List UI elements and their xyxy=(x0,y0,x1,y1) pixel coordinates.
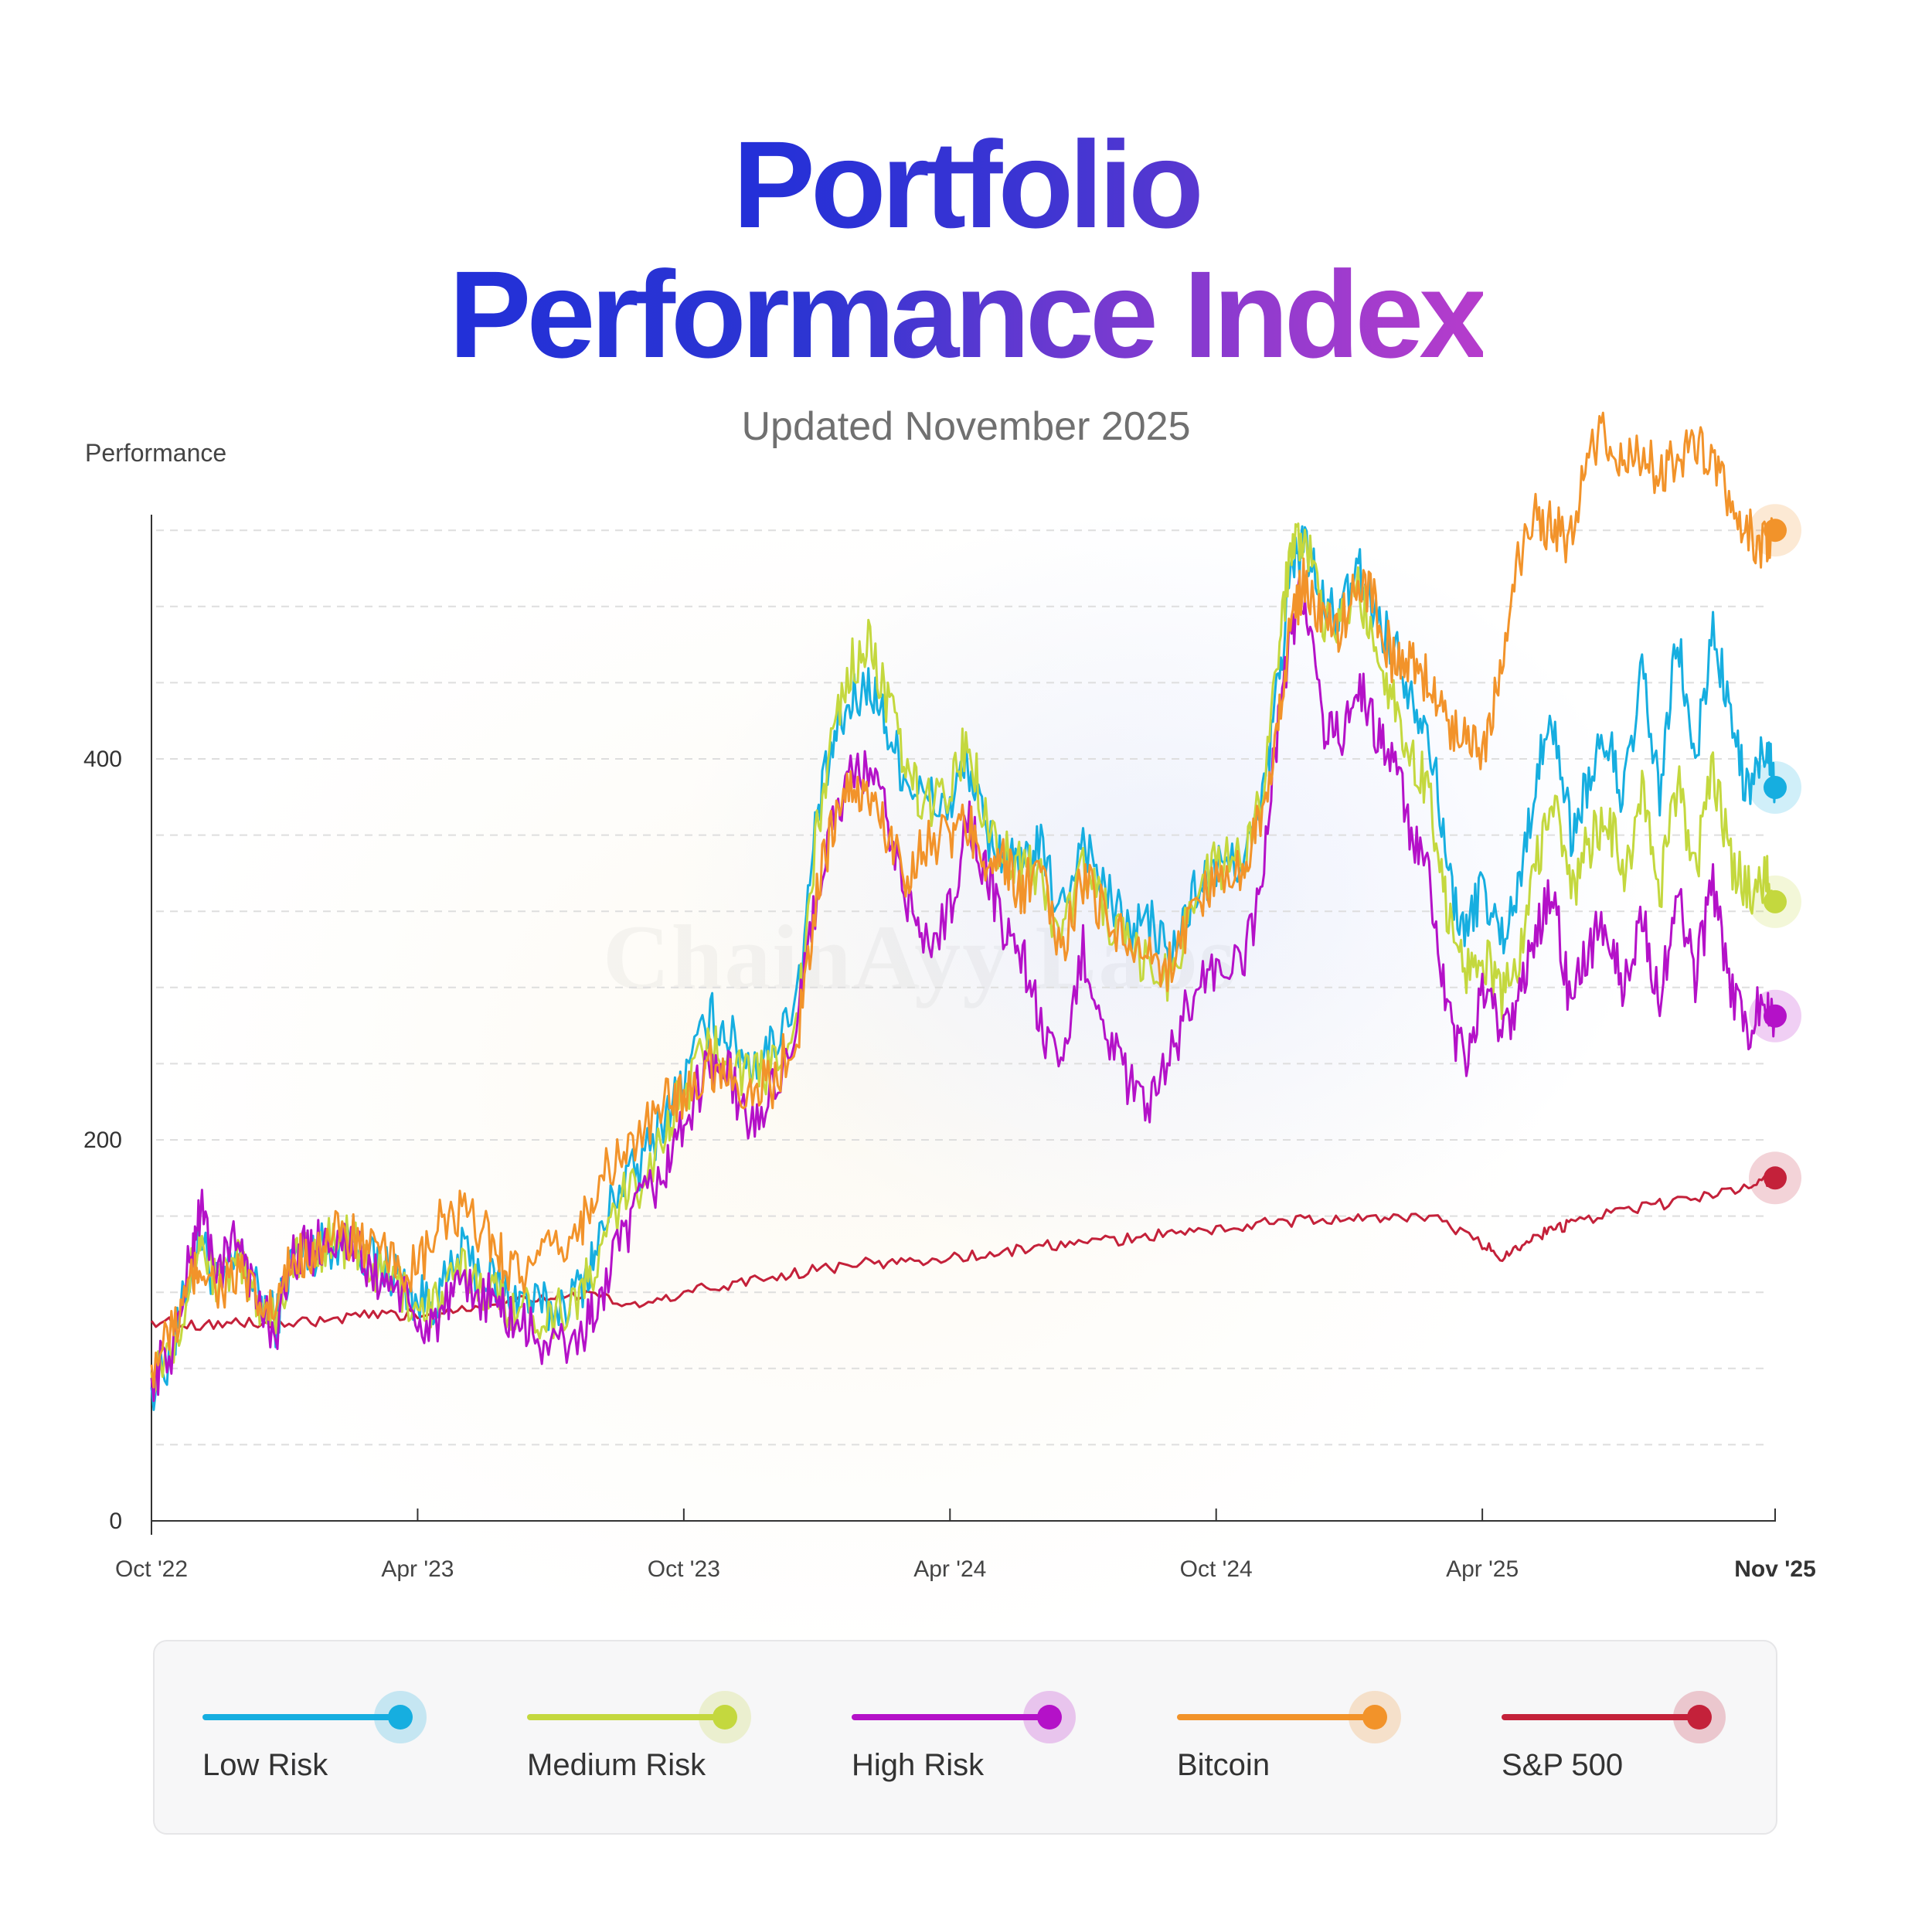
legend-swatch-dot xyxy=(388,1705,413,1730)
endpoint-dot xyxy=(1764,1166,1787,1190)
legend-label: Medium Risk xyxy=(527,1748,706,1782)
title-line-1: Portfolio xyxy=(733,115,1204,253)
endpoint-dot xyxy=(1764,889,1787,913)
x-tick-label: Apr '23 xyxy=(381,1556,454,1582)
legend-swatch-line xyxy=(202,1714,400,1720)
endpoint-dot xyxy=(1764,519,1787,543)
legend-label: High Risk xyxy=(852,1748,985,1782)
subtitle: Updated November 2025 xyxy=(741,404,1191,449)
legend-item-bitcoin[interactable]: Bitcoin xyxy=(1129,1641,1401,1833)
y-tick-label: 400 xyxy=(83,747,122,772)
series-line-high-risk xyxy=(150,574,1777,1403)
x-tick-label: Oct '22 xyxy=(115,1556,188,1582)
endpoint-dot xyxy=(1764,775,1787,799)
series-line-bitcoin xyxy=(150,411,1777,1389)
x-tick-label: Apr '24 xyxy=(913,1556,986,1582)
legend: Low Risk Medium Risk High Risk Bitcoin S… xyxy=(153,1640,1777,1835)
y-axis-label: Performance xyxy=(85,439,227,467)
endpoint-dot xyxy=(1764,1004,1787,1028)
legend-swatch-dot xyxy=(1362,1705,1387,1730)
legend-label: S&P 500 xyxy=(1502,1748,1624,1782)
axes: 0 200 400 Oct '22 Apr '23 Oct '23 Apr '24 Oct '… xyxy=(83,515,1816,1582)
legend-item-medium-risk[interactable]: Medium Risk xyxy=(479,1641,751,1833)
legend-swatch-line xyxy=(1502,1714,1699,1720)
legend-swatch-dot xyxy=(713,1705,737,1730)
legend-label: Low Risk xyxy=(202,1748,328,1782)
series-group xyxy=(150,411,1777,1411)
page-title: Portfolio Performance Index xyxy=(0,120,1932,379)
legend-swatch-line xyxy=(527,1714,725,1720)
x-tick-label: Nov '25 xyxy=(1734,1556,1816,1582)
legend-item-low-risk[interactable]: Low Risk xyxy=(155,1641,427,1833)
legend-swatch-line xyxy=(852,1714,1049,1720)
series-endpoints xyxy=(1749,504,1801,1205)
title-line-2: Performance Index xyxy=(448,245,1488,383)
legend-swatch-dot xyxy=(1687,1705,1712,1730)
x-tick-label: Oct '24 xyxy=(1180,1556,1253,1582)
line-chart: 0 200 400 Oct '22 Apr '23 Oct '23 Apr '24 Oct '… xyxy=(83,411,1816,1582)
x-tick-label: Oct '23 xyxy=(648,1556,720,1582)
legend-swatch-dot xyxy=(1037,1705,1062,1730)
y-tick-label: 200 xyxy=(83,1128,122,1153)
legend-item-sp500[interactable]: S&P 500 xyxy=(1454,1641,1726,1833)
legend-item-high-risk[interactable]: High Risk xyxy=(804,1641,1076,1833)
x-tick-label: Apr '25 xyxy=(1446,1556,1519,1582)
y-tick-label: 0 xyxy=(109,1509,122,1534)
legend-swatch-line xyxy=(1177,1714,1375,1720)
legend-label: Bitcoin xyxy=(1177,1748,1270,1782)
